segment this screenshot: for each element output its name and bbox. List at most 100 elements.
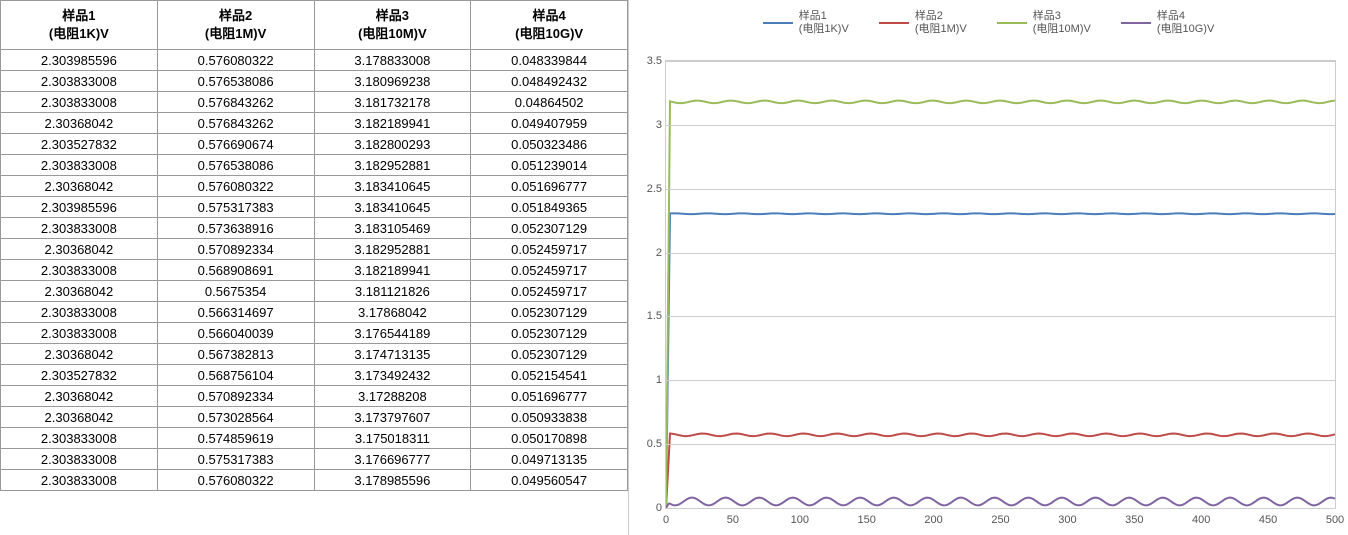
table-cell: 0.576538086 (157, 71, 314, 92)
gridline (666, 125, 1335, 126)
table-cell: 2.303985596 (1, 197, 158, 218)
table-row: 2.303680420.5730285643.1737976070.050933… (1, 407, 628, 428)
legend-label: 样品1(电阻1K)V (799, 10, 849, 36)
table-cell: 2.30368042 (1, 386, 158, 407)
legend-item-3: 样品4(电阻10G)V (1121, 10, 1214, 36)
table-cell: 3.183410645 (314, 197, 471, 218)
table-cell: 0.049713135 (471, 449, 628, 470)
table-cell: 0.052154541 (471, 365, 628, 386)
x-tick-label: 400 (1192, 514, 1210, 526)
table-row: 2.303680420.5760803223.1834106450.051696… (1, 176, 628, 197)
table-row: 2.3038330080.5689086913.1821899410.05245… (1, 260, 628, 281)
chart-lines (666, 61, 1335, 508)
table-cell: 0.576080322 (157, 470, 314, 491)
x-tick-label: 0 (663, 514, 669, 526)
series-line-0 (666, 213, 1335, 508)
table-cell: 3.182189941 (314, 260, 471, 281)
table-cell: 0.052307129 (471, 302, 628, 323)
table-row: 2.3035278320.5687561043.1734924320.05215… (1, 365, 628, 386)
legend-label: 样品2(电阻1M)V (915, 10, 967, 36)
table-row: 2.3038330080.5748596193.1750183110.05017… (1, 428, 628, 449)
table-cell: 0.568756104 (157, 365, 314, 386)
gridline (666, 316, 1335, 317)
table-cell: 3.17288208 (314, 386, 471, 407)
y-tick-label: 0.5 (636, 438, 662, 450)
y-tick-label: 1.5 (636, 310, 662, 322)
legend-label: 样品3(电阻10M)V (1033, 10, 1091, 36)
table-cell: 3.181732178 (314, 92, 471, 113)
table-cell: 0.048492432 (471, 71, 628, 92)
table-cell: 3.174713135 (314, 344, 471, 365)
table-row: 2.3039855960.5753173833.1834106450.05184… (1, 197, 628, 218)
table-cell: 0.04864502 (471, 92, 628, 113)
table-cell: 0.5675354 (157, 281, 314, 302)
table-row: 2.3038330080.5753173833.1766967770.04971… (1, 449, 628, 470)
table-cell: 0.576080322 (157, 50, 314, 71)
table-cell: 0.573638916 (157, 218, 314, 239)
y-tick-label: 0 (636, 502, 662, 514)
table-row: 2.303680420.5708923343.172882080.0516967… (1, 386, 628, 407)
table-cell: 0.574859619 (157, 428, 314, 449)
table-row: 2.303680420.56753543.1811218260.05245971… (1, 281, 628, 302)
table-cell: 0.049407959 (471, 113, 628, 134)
table-cell: 3.181121826 (314, 281, 471, 302)
table-cell: 0.051239014 (471, 155, 628, 176)
table-cell: 0.052459717 (471, 281, 628, 302)
table-cell: 2.303833008 (1, 218, 158, 239)
x-tick-label: 350 (1125, 514, 1143, 526)
table-cell: 0.050170898 (471, 428, 628, 449)
table-cell: 3.17868042 (314, 302, 471, 323)
column-header-0: 样品1(电阻1K)V (1, 1, 158, 50)
gridline (666, 61, 1335, 62)
legend-swatch (879, 22, 909, 24)
table-cell: 3.182800293 (314, 134, 471, 155)
gridline (666, 189, 1335, 190)
table-row: 2.3038330080.5660400393.1765441890.05230… (1, 323, 628, 344)
table-row: 2.3038330080.5765380863.1829528810.05123… (1, 155, 628, 176)
table-cell: 2.303833008 (1, 428, 158, 449)
table-cell: 0.568908691 (157, 260, 314, 281)
table-cell: 0.566040039 (157, 323, 314, 344)
table-row: 2.3038330080.5663146973.178680420.052307… (1, 302, 628, 323)
x-tick-label: 300 (1058, 514, 1076, 526)
table-cell: 2.303833008 (1, 92, 158, 113)
column-header-3: 样品4(电阻10G)V (471, 1, 628, 50)
x-tick-label: 250 (991, 514, 1009, 526)
table-cell: 0.576690674 (157, 134, 314, 155)
x-tick-label: 500 (1326, 514, 1344, 526)
table-cell: 0.576843262 (157, 113, 314, 134)
table-row: 2.3038330080.5760803223.1789855960.04956… (1, 470, 628, 491)
table-cell: 3.183410645 (314, 176, 471, 197)
y-tick-label: 2.5 (636, 183, 662, 195)
table-cell: 0.048339844 (471, 50, 628, 71)
y-tick-label: 1 (636, 374, 662, 386)
table-cell: 2.30368042 (1, 113, 158, 134)
legend-swatch (1121, 22, 1151, 24)
table-cell: 3.182189941 (314, 113, 471, 134)
chart-legend: 样品1(电阻1K)V 样品2(电阻1M)V 样品3(电阻10M)V 样品4(电阻10G… (629, 0, 1348, 40)
table-cell: 0.051696777 (471, 176, 628, 197)
table-cell: 0.052307129 (471, 344, 628, 365)
table-cell: 2.303833008 (1, 302, 158, 323)
table-cell: 2.303527832 (1, 365, 158, 386)
x-tick-label: 200 (924, 514, 942, 526)
table-cell: 3.178833008 (314, 50, 471, 71)
table-cell: 0.570892334 (157, 386, 314, 407)
table-row: 2.3039855960.5760803223.1788330080.04833… (1, 50, 628, 71)
table-row: 2.303680420.5708923343.1829528810.052459… (1, 239, 628, 260)
table-cell: 2.30368042 (1, 407, 158, 428)
table-cell: 2.303833008 (1, 71, 158, 92)
y-tick-label: 2 (636, 247, 662, 259)
table-cell: 0.050933838 (471, 407, 628, 428)
table-cell: 0.566314697 (157, 302, 314, 323)
legend-swatch (997, 22, 1027, 24)
gridline (666, 508, 1335, 509)
table-cell: 2.303985596 (1, 50, 158, 71)
table-cell: 3.182952881 (314, 239, 471, 260)
table-cell: 2.30368042 (1, 281, 158, 302)
table-cell: 0.051849365 (471, 197, 628, 218)
table-cell: 0.050323486 (471, 134, 628, 155)
table-cell: 0.049560547 (471, 470, 628, 491)
table-cell: 2.303833008 (1, 323, 158, 344)
legend-label: 样品4(电阻10G)V (1157, 10, 1214, 36)
